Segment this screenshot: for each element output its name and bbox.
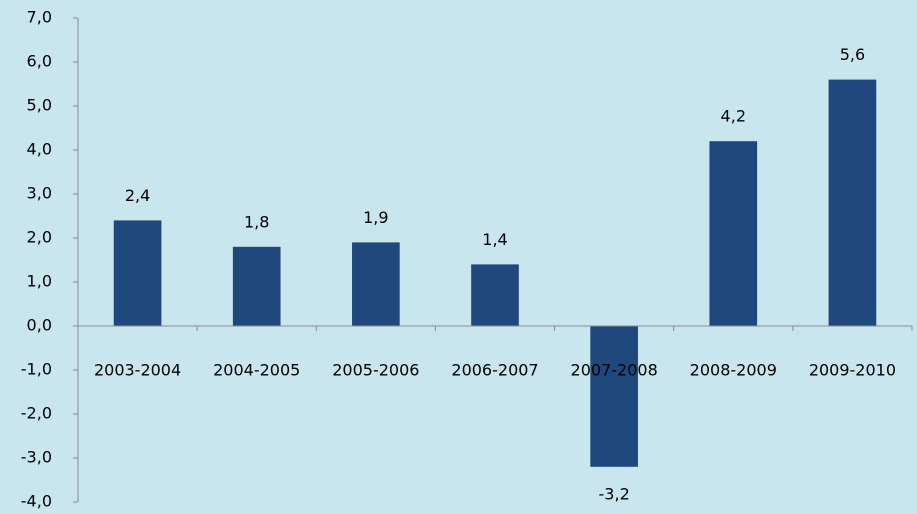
x-tick-label: 2005-2006 <box>332 361 419 380</box>
y-tick-label: 5,0 <box>27 96 52 115</box>
y-tick-label: -3,0 <box>21 448 52 467</box>
y-tick-label: -2,0 <box>21 404 52 423</box>
y-tick-label: 1,0 <box>27 272 52 291</box>
y-tick-label: 7,0 <box>27 8 52 27</box>
bar <box>232 246 281 326</box>
data-label: -3,2 <box>599 484 630 503</box>
bar <box>709 141 758 326</box>
x-tick-label: 2003-2004 <box>94 361 181 380</box>
bar <box>352 242 400 326</box>
y-tick-label: -1,0 <box>21 360 52 379</box>
y-tick-label: 4,0 <box>27 140 52 159</box>
bar <box>113 220 162 326</box>
data-label: 5,6 <box>840 45 865 64</box>
y-tick-label: 3,0 <box>27 184 52 203</box>
x-tick-label: 2004-2005 <box>213 361 300 380</box>
y-tick-label: -4,0 <box>21 492 52 511</box>
x-tick-label: 2007-2008 <box>571 361 658 380</box>
data-label: 4,2 <box>721 107 746 126</box>
bar <box>471 264 519 326</box>
x-tick-label: 2008-2009 <box>690 361 777 380</box>
bar <box>828 79 877 326</box>
bar <box>590 326 638 467</box>
x-tick-label: 2006-2007 <box>451 361 538 380</box>
y-tick-label: 0,0 <box>27 316 52 335</box>
data-label: 1,9 <box>363 208 388 227</box>
data-label: 1,8 <box>244 212 269 231</box>
x-tick-label: 2009-2010 <box>809 361 896 380</box>
data-label: 1,4 <box>482 230 507 249</box>
y-tick-label: 6,0 <box>27 52 52 71</box>
data-label: 2,4 <box>125 186 150 205</box>
y-tick-label: 2,0 <box>27 228 52 247</box>
